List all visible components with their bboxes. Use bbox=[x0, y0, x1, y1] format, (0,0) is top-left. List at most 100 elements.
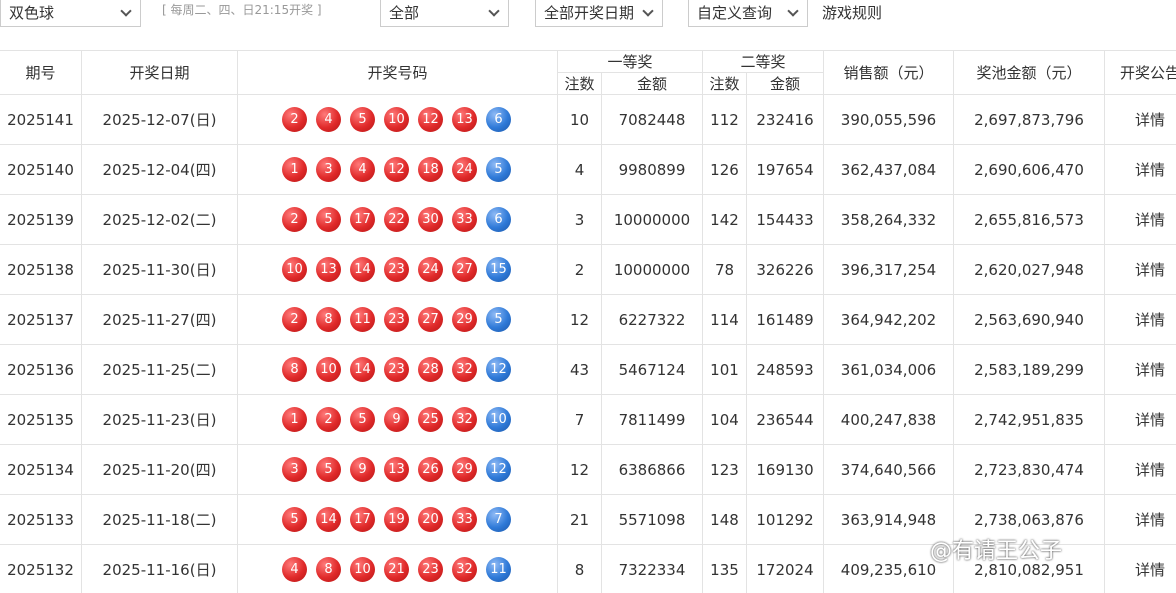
red-ball: 23 bbox=[384, 307, 409, 332]
detail-link[interactable]: 详情 bbox=[1105, 345, 1176, 395]
table-cell: 12 bbox=[558, 295, 602, 345]
table-cell: 8 bbox=[558, 545, 602, 593]
table-cell: 2025132 bbox=[0, 545, 82, 593]
red-ball: 17 bbox=[350, 207, 375, 232]
table-cell: 101 bbox=[703, 345, 747, 395]
table-cell: 361,034,006 bbox=[824, 345, 954, 395]
red-ball: 29 bbox=[452, 307, 477, 332]
red-ball: 11 bbox=[350, 307, 375, 332]
header-cell: 注数 bbox=[703, 73, 747, 95]
table-cell: 2,742,951,835 bbox=[954, 395, 1105, 445]
date-select[interactable]: 全部开奖日期 bbox=[535, 0, 663, 27]
red-ball: 10 bbox=[350, 557, 375, 582]
red-ball: 24 bbox=[418, 257, 443, 282]
red-ball: 28 bbox=[418, 357, 443, 382]
red-ball: 3 bbox=[316, 157, 341, 182]
red-ball: 14 bbox=[350, 357, 375, 382]
numbers-cell: 2 4 5 10 12 13 6 bbox=[238, 95, 558, 145]
red-ball: 12 bbox=[384, 157, 409, 182]
red-ball: 10 bbox=[282, 257, 307, 282]
red-ball: 32 bbox=[452, 357, 477, 382]
red-ball: 2 bbox=[282, 207, 307, 232]
blue-ball: 12 bbox=[486, 357, 511, 382]
red-ball: 2 bbox=[316, 407, 341, 432]
red-ball: 4 bbox=[282, 557, 307, 582]
table-cell: 248593 bbox=[747, 345, 824, 395]
table-cell: 2025-12-04(四) bbox=[82, 145, 238, 195]
detail-link[interactable]: 详情 bbox=[1105, 195, 1176, 245]
red-ball: 10 bbox=[384, 107, 409, 132]
numbers-cell: 10 13 14 23 24 27 15 bbox=[238, 245, 558, 295]
range-select[interactable]: 全部 bbox=[380, 0, 509, 27]
table-cell: 112 bbox=[703, 95, 747, 145]
lottery-select[interactable]: 双色球 bbox=[0, 0, 141, 27]
detail-link[interactable]: 详情 bbox=[1105, 295, 1176, 345]
blue-ball: 7 bbox=[486, 507, 511, 532]
table-cell: 104 bbox=[703, 395, 747, 445]
detail-link[interactable]: 详情 bbox=[1105, 395, 1176, 445]
table-cell: 409,235,610 bbox=[824, 545, 954, 593]
detail-link[interactable]: 详情 bbox=[1105, 245, 1176, 295]
table-cell: 114 bbox=[703, 295, 747, 345]
red-ball: 8 bbox=[282, 357, 307, 382]
table-cell: 2025140 bbox=[0, 145, 82, 195]
red-ball: 30 bbox=[418, 207, 443, 232]
table-cell: 161489 bbox=[747, 295, 824, 345]
table-cell: 135 bbox=[703, 545, 747, 593]
table-cell: 400,247,838 bbox=[824, 395, 954, 445]
table-cell: 7811499 bbox=[602, 395, 703, 445]
table-cell: 7082448 bbox=[602, 95, 703, 145]
red-ball: 2 bbox=[282, 307, 307, 332]
blue-ball: 5 bbox=[486, 307, 511, 332]
blue-ball: 6 bbox=[486, 207, 511, 232]
detail-link[interactable]: 详情 bbox=[1105, 445, 1176, 495]
blue-ball: 10 bbox=[486, 407, 511, 432]
table-cell: 12 bbox=[558, 445, 602, 495]
red-ball: 33 bbox=[452, 207, 477, 232]
blue-ball: 5 bbox=[486, 157, 511, 182]
table-cell: 2,810,082,951 bbox=[954, 545, 1105, 593]
table-cell: 2025136 bbox=[0, 345, 82, 395]
numbers-cell: 5 14 17 19 20 33 7 bbox=[238, 495, 558, 545]
red-ball: 14 bbox=[350, 257, 375, 282]
blue-ball: 12 bbox=[486, 457, 511, 482]
red-ball: 25 bbox=[418, 407, 443, 432]
header-cell: 开奖日期 bbox=[82, 51, 238, 95]
table-cell: 2,690,606,470 bbox=[954, 145, 1105, 195]
detail-link[interactable]: 详情 bbox=[1105, 145, 1176, 195]
table-cell: 2025139 bbox=[0, 195, 82, 245]
red-ball: 20 bbox=[418, 507, 443, 532]
table-cell: 2025-11-27(四) bbox=[82, 295, 238, 345]
header-cell: 一等奖 bbox=[558, 51, 703, 73]
red-ball: 9 bbox=[350, 457, 375, 482]
table-cell: 2025134 bbox=[0, 445, 82, 495]
table-cell: 232416 bbox=[747, 95, 824, 145]
red-ball: 5 bbox=[316, 457, 341, 482]
detail-link[interactable]: 详情 bbox=[1105, 95, 1176, 145]
red-ball: 14 bbox=[316, 507, 341, 532]
table-cell: 154433 bbox=[747, 195, 824, 245]
table-cell: 123 bbox=[703, 445, 747, 495]
blue-ball: 15 bbox=[486, 257, 511, 282]
table-cell: 363,914,948 bbox=[824, 495, 954, 545]
red-ball: 26 bbox=[418, 457, 443, 482]
table-cell: 2025-11-16(日) bbox=[82, 545, 238, 593]
table-cell: 2025-11-18(二) bbox=[82, 495, 238, 545]
table-cell: 396,317,254 bbox=[824, 245, 954, 295]
red-ball: 4 bbox=[350, 157, 375, 182]
schedule-note: [ 每周二、四、日21:15开奖 ] bbox=[162, 3, 322, 17]
detail-link[interactable]: 详情 bbox=[1105, 495, 1176, 545]
table-cell: 10000000 bbox=[602, 195, 703, 245]
red-ball: 4 bbox=[316, 107, 341, 132]
detail-link[interactable]: 详情 bbox=[1105, 545, 1176, 593]
rules-link[interactable]: 游戏规则 bbox=[822, 4, 883, 22]
custom-query[interactable]: 自定义查询 bbox=[688, 0, 808, 27]
table-cell: 142 bbox=[703, 195, 747, 245]
blue-ball: 11 bbox=[486, 557, 511, 582]
numbers-cell: 3 5 9 13 26 29 12 bbox=[238, 445, 558, 495]
table-cell: 364,942,202 bbox=[824, 295, 954, 345]
red-ball: 33 bbox=[452, 507, 477, 532]
table-cell: 172024 bbox=[747, 545, 824, 593]
table-cell: 2,655,816,573 bbox=[954, 195, 1105, 245]
table-cell: 7 bbox=[558, 395, 602, 445]
